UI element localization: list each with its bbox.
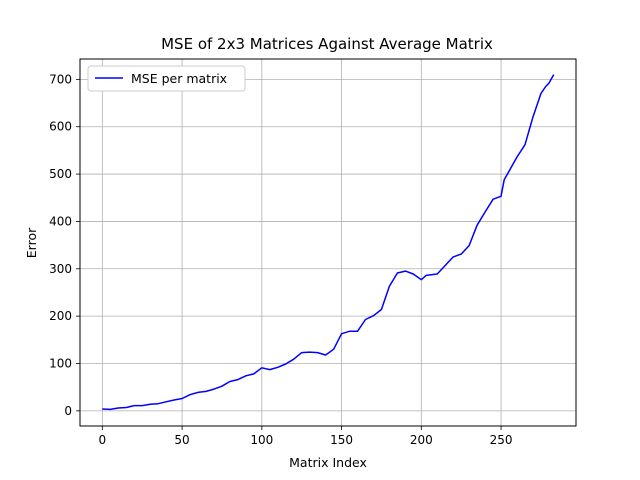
plot-area-frame — [79, 58, 577, 427]
x-tick-label: 0 — [99, 433, 107, 447]
y-tick-label: 300 — [49, 262, 72, 276]
x-tick-label: 100 — [250, 433, 273, 447]
grid-lines — [80, 59, 576, 426]
y-axis-label: Error — [24, 227, 39, 258]
legend-label-mse-per-matrix: MSE per matrix — [131, 71, 227, 86]
x-tick-label: 150 — [330, 433, 353, 447]
x-tick-label: 50 — [174, 433, 189, 447]
y-tick-label: 400 — [49, 214, 72, 228]
x-axis-ticks: 0 50 100 150 200 250 — [99, 426, 513, 447]
y-tick-label: 500 — [49, 167, 72, 181]
y-tick-label: 100 — [49, 356, 72, 370]
x-tick-label: 250 — [490, 433, 513, 447]
y-tick-label: 200 — [49, 309, 72, 323]
chart-title: MSE of 2x3 Matrices Against Average Matr… — [161, 35, 493, 53]
y-axis-ticks: 0 100 200 300 400 500 600 700 — [49, 72, 80, 418]
y-tick-label: 600 — [49, 120, 72, 134]
y-tick-label: 0 — [64, 404, 72, 418]
y-tick-label: 700 — [49, 72, 72, 86]
legend: MSE per matrix — [87, 65, 246, 92]
series-line-mse-per-matrix — [102, 74, 555, 411]
legend-box — [87, 65, 246, 92]
x-tick-label: 200 — [410, 433, 433, 447]
series-layer — [102, 74, 555, 411]
x-axis-label: Matrix Index — [289, 455, 367, 470]
